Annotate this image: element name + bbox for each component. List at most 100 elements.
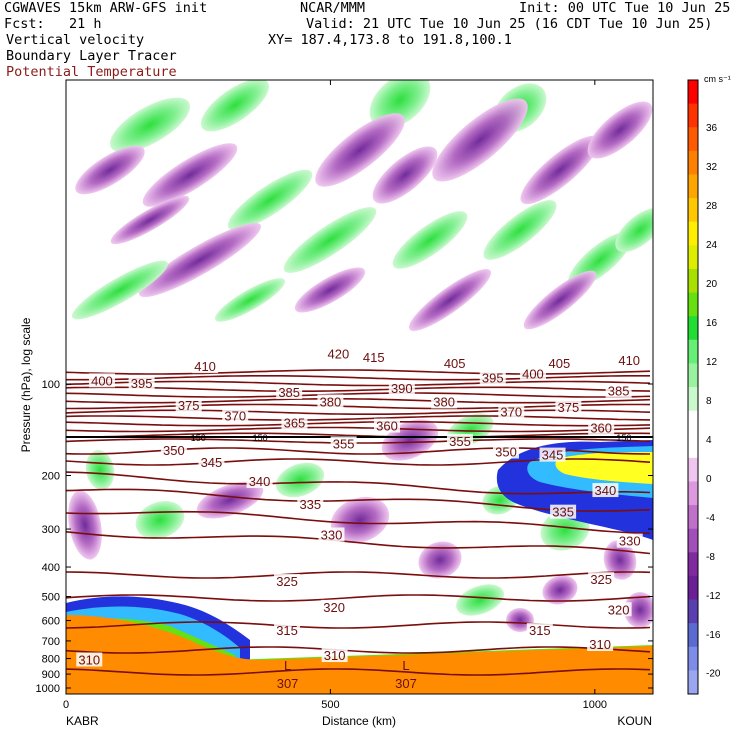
theta-label-bg — [330, 436, 357, 451]
theta-label-bg — [321, 599, 348, 614]
theta-isentrope-400 — [66, 392, 651, 398]
updraft-region — [275, 462, 325, 498]
colorbar-swatch — [688, 575, 698, 601]
theta-label: 315 — [529, 623, 551, 638]
colorbar-swatch — [688, 481, 698, 506]
theta-isentrope-305 — [66, 668, 651, 676]
theta-isentrope-370 — [66, 426, 651, 433]
colorbar-swatch — [688, 363, 698, 388]
theta-label: 390 — [391, 381, 413, 396]
theta-label: 365 — [284, 416, 306, 431]
theta-label-bg — [588, 420, 615, 435]
y-axis: 100 200 300 400 500 600 700 800 900 1000 — [36, 379, 653, 695]
theta-label-bg — [587, 636, 614, 651]
downdraft-region — [587, 101, 653, 159]
theta-label: 380 — [320, 394, 342, 409]
theta-isentrope-390 — [66, 403, 651, 410]
theta-label-bg — [616, 352, 643, 367]
forecast-hour: Fcst: 21 h — [4, 16, 102, 32]
init-time: Init: 00 UTC Tue 10 Jun 25 — [519, 0, 731, 16]
colorbar-label: -8 — [706, 552, 715, 563]
theta-label: 415 — [363, 350, 385, 365]
updraft-region — [392, 211, 468, 269]
colorbar-label: -4 — [706, 513, 715, 524]
y-tick-label: 600 — [42, 616, 60, 628]
colorbar-label: -12 — [706, 591, 721, 602]
y-axis-label: Pressure (hPa), log scale — [19, 317, 33, 452]
y-tick-label: 1000 — [36, 683, 60, 695]
theta-label: 330 — [619, 534, 641, 549]
colorbar-swatch — [688, 198, 698, 223]
updraft-region — [215, 278, 285, 322]
theta-label-bg — [539, 447, 566, 462]
colorbar-label: 4 — [706, 435, 712, 446]
theta-label: 360 — [590, 420, 612, 435]
theta-label-bg — [222, 408, 249, 423]
updraft-region — [483, 200, 557, 260]
theta-label: 345 — [201, 455, 223, 470]
theta-label: 335 — [552, 505, 574, 520]
field-vertical-velocity: Vertical velocity — [6, 32, 145, 48]
theta-isentrope-410 — [66, 380, 651, 387]
colorbar-swatch — [688, 221, 698, 246]
tracer-label: 150 — [191, 433, 206, 443]
colorbar-swatch — [688, 599, 698, 624]
model-title: CGWAVES 15km ARW-GFS init — [4, 0, 208, 16]
colorbar-swatch — [688, 457, 698, 482]
theta-label: 405 — [549, 356, 571, 371]
colorbar-label: 28 — [706, 201, 718, 212]
colorbar-swatch — [688, 292, 698, 317]
y-tick-label: 700 — [42, 636, 60, 648]
theta-label: 405 — [444, 356, 466, 371]
theta-label-bg — [325, 346, 352, 361]
downdraft-region — [68, 490, 102, 560]
theta-isentrope-360 — [66, 438, 651, 444]
theta-label: 375 — [178, 398, 200, 413]
theta-label-bg — [592, 483, 619, 498]
theta-label-bg — [479, 370, 506, 385]
theta-label: 340 — [249, 474, 271, 489]
theta-label: 335 — [299, 497, 321, 512]
downdraft-region — [624, 592, 653, 628]
center-label: NCAR/MMM — [300, 0, 366, 16]
theta-label: 355 — [333, 436, 355, 451]
downdraft-region — [418, 541, 462, 579]
vertical-velocity-field — [68, 80, 653, 632]
updraft-region — [283, 207, 377, 273]
contour-labels: 420 415 410 405 405 410 400 395 390 395 400 385 385 3… — [76, 346, 643, 691]
theta-label: 320 — [323, 600, 345, 615]
cross-section-endpoints: XY= 187.4,173.8 to 191.8,100.1 — [268, 32, 512, 48]
x-axis: 0 500 1000 — [63, 80, 607, 711]
colorbar-swatch — [688, 80, 698, 105]
colorbar-label: 16 — [706, 318, 718, 329]
downdraft-region — [294, 267, 366, 313]
theta-label: 340 — [595, 483, 617, 498]
theta-label: 320 — [608, 602, 630, 617]
theta-label-bg — [546, 356, 573, 371]
y-tick-label: 400 — [42, 562, 60, 574]
x-start-station: KABR — [66, 714, 99, 728]
colorbar-label: 36 — [706, 123, 718, 134]
y-tick-label: 300 — [42, 524, 60, 536]
updraft-region — [71, 260, 169, 320]
theta-label: 350 — [495, 444, 517, 459]
colorbar-label: 24 — [706, 240, 718, 251]
x-tick-label: 500 — [321, 699, 339, 711]
downdraft-region — [315, 113, 405, 187]
colorbar-swatch — [688, 245, 698, 270]
theta-label: 420 — [327, 347, 349, 362]
theta-isentrope-405 — [66, 386, 651, 392]
theta-label-bg — [317, 394, 344, 409]
theta-label-bg — [128, 376, 155, 390]
y-tick-label: 500 — [42, 591, 60, 603]
theta-label: 325 — [590, 572, 612, 587]
theta-label: 410 — [618, 353, 640, 368]
theta-label: 310 — [78, 653, 100, 668]
theta-label: 330 — [321, 527, 343, 542]
theta-label-bg — [616, 533, 643, 548]
colorbar-swatch — [688, 103, 698, 128]
colorbar-frame — [687, 79, 699, 695]
theta-label-bg — [555, 400, 582, 415]
theta-label-bg — [605, 383, 632, 398]
